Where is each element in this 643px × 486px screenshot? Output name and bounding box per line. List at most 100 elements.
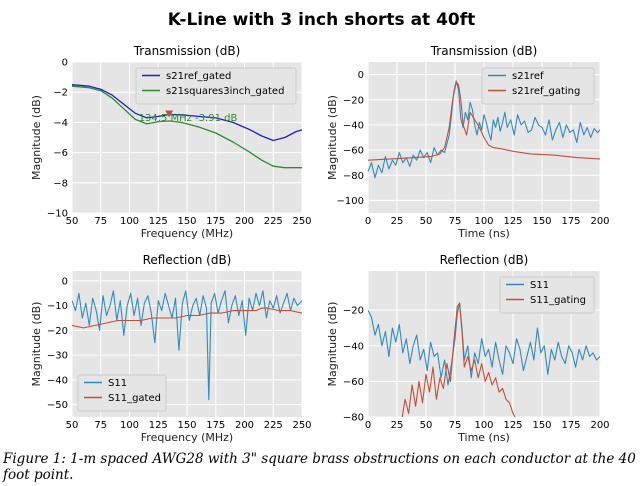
chart-tl-x-tick-label: 175 [206,216,225,227]
chart-tr-y-tick-label: −60 [343,146,364,157]
chart-tl-y-tick-label: −2 [53,88,68,99]
chart-tl-y-tick-label: −10 [47,209,68,220]
chart-tr-y-tick-label: −20 [343,95,364,106]
chart-bl-x-tick-label: 250 [292,420,311,431]
chart-br-legend: S11 S11_gating [499,276,595,314]
chart-br-y-tick-label: −80 [343,413,364,424]
chart-bl-legend: S11 S11_gated [77,374,167,412]
chart-br-x-axis-label: Time (ns) [457,431,510,444]
chart-tl-legend-label: s21ref_gated [166,71,231,82]
chart-tl-marker [165,110,174,118]
chart-tl-y-axis-label: Magnitude (dB) [30,95,43,180]
chart-br-x-tick-label: 150 [532,420,551,431]
chart-br-y-tick-label: −40 [343,341,364,352]
chart-br-x-tick-label: 175 [561,420,580,431]
chart-br-x-tick-label: 25 [391,420,404,431]
chart-tl-annotation: 134.5 MHz -3.91 dB [139,113,238,124]
chart-bl-y-tick-label: 0 [62,276,68,287]
chart-bl-y-tick-label: −50 [47,400,68,411]
chart-tl-x-tick-label: 75 [94,216,107,227]
chart-bl-y-axis-label: Magnitude (dB) [30,302,43,387]
chart-br-series-S11_gating [401,302,516,417]
chart-bl-series-S11 [72,290,302,401]
chart-bl-y-tick-label: −20 [47,326,68,337]
figure-caption: Figure 1: 1-m spaced AWG28 with 3" squar… [3,451,636,483]
chart-bl-series-S11_gated [72,307,302,329]
figure-title: K-Line with 3 inch shorts at 40ft [167,10,476,30]
chart-bl-title: Reflection (dB) [143,253,232,267]
chart-tr-x-tick-label: 125 [503,216,522,227]
chart-tr-x-tick-label: 175 [561,216,580,227]
chart-tr-x-tick-label: 200 [590,216,609,227]
chart-br-legend-label: S11_gating [530,295,586,306]
chart-tr-y-tick-label: 0 [358,70,364,81]
chart-tr-legend-label: s21ref [512,71,544,82]
chart-bl-legend-box [77,374,167,412]
chart-bl-x-tick-label: 175 [206,420,225,431]
chart-tr-legend-box [481,67,595,105]
chart-bl: 50 75 100 125 150 175 200 225 250 0 −10 −20 −30 −40 −5… [30,253,312,444]
chart-tr: 0 25 50 75 100 125 150 175 200 0 −20 −40 −60 −80 −100 T… [326,44,610,240]
chart-tr-title: Transmission (dB) [430,44,538,58]
chart-tl-x-tick-label: 100 [120,216,139,227]
chart-bl-legend-label: S11 [108,378,127,389]
chart-br-y-tick-label: −20 [343,306,364,317]
chart-tl-legend-box [135,67,297,105]
chart-bl-y-tick-label: −40 [47,375,68,386]
chart-tl-y-tick-label: −8 [53,178,68,189]
chart-bl-y-tick-label: −30 [47,351,68,362]
chart-tl-x-tick-label: 125 [149,216,168,227]
chart-bl-y-tick-label: −10 [47,301,68,312]
chart-bl-x-tick-label: 225 [264,420,283,431]
chart-bl-x-tick-label: 150 [177,420,196,431]
chart-tr-x-tick-label: 150 [532,216,551,227]
chart-tl-series-s21ref_gated [72,84,302,142]
chart-tr-x-tick-label: 75 [449,216,462,227]
chart-br-x-tick-label: 200 [590,420,609,431]
chart-tl-x-axis-label: Frequency (MHz) [141,227,233,240]
chart-br-series-S11 [368,302,600,386]
chart-tr-x-tick-label: 0 [365,216,371,227]
chart-tr-legend-label: s21ref_gating [512,86,580,97]
chart-tl-y-tick-label: 0 [62,58,68,69]
chart-bl-x-tick-label: 125 [149,420,168,431]
chart-tr-series-s21ref [368,80,600,179]
chart-tl-x-tick-label: 50 [66,216,79,227]
chart-tl-legend: s21ref_gated s21squares3inch_gated [135,67,297,105]
chart-bl-x-tick-label: 200 [235,420,254,431]
chart-bl-x-tick-label: 50 [66,420,79,431]
chart-bl-x-axis-label: Frequency (MHz) [141,431,233,444]
chart-tl: 134.5 MHz -3.48 dB134.5 MHz -3.91 dB5075… [30,44,312,240]
chart-tr-legend: s21ref s21ref_gating [481,67,595,105]
chart-tl-x-tick-label: 225 [264,216,283,227]
chart-tl-y-tick-label: −4 [53,118,68,129]
chart-tr-y-tick-label: −100 [337,196,364,207]
chart-br-title: Reflection (dB) [440,253,529,267]
chart-br-legend-label: S11 [530,280,549,291]
chart-tr-series-s21ref_gating [368,81,600,161]
chart-br: 0 25 50 75 100 125 150 175 200 −20 −40 −60 −80 Time (… [326,253,610,444]
chart-tr-y-axis-label: Magnitude (dB) [326,95,339,180]
chart-br-x-tick-label: 125 [503,420,522,431]
chart-br-x-tick-label: 75 [449,420,462,431]
chart-br-legend-box [499,276,595,314]
chart-br-y-axis-label: Magnitude (dB) [326,302,339,387]
chart-tl-x-tick-label: 200 [235,216,254,227]
chart-tl-y-tick-label: −6 [53,148,68,159]
chart-tl-series-s21squares3inch_gated [72,85,302,169]
chart-tr-x-tick-label: 50 [420,216,433,227]
chart-br-y-tick-label: −60 [343,377,364,388]
chart-br-x-tick-label: 0 [365,420,371,431]
chart-tr-y-tick-label: −80 [343,171,364,182]
chart-bl-x-tick-label: 75 [94,420,107,431]
chart-tl-title: Transmission (dB) [133,44,241,58]
chart-tl-x-tick-label: 150 [177,216,196,227]
chart-bl-legend-label: S11_gated [108,393,161,404]
chart-tl-x-tick-label: 250 [292,216,311,227]
chart-tr-y-tick-label: −40 [343,120,364,131]
chart-tr-x-axis-label: Time (ns) [457,227,510,240]
chart-br-x-tick-label: 50 [420,420,433,431]
chart-tr-x-tick-label: 25 [391,216,404,227]
chart-bl-x-tick-label: 100 [120,420,139,431]
